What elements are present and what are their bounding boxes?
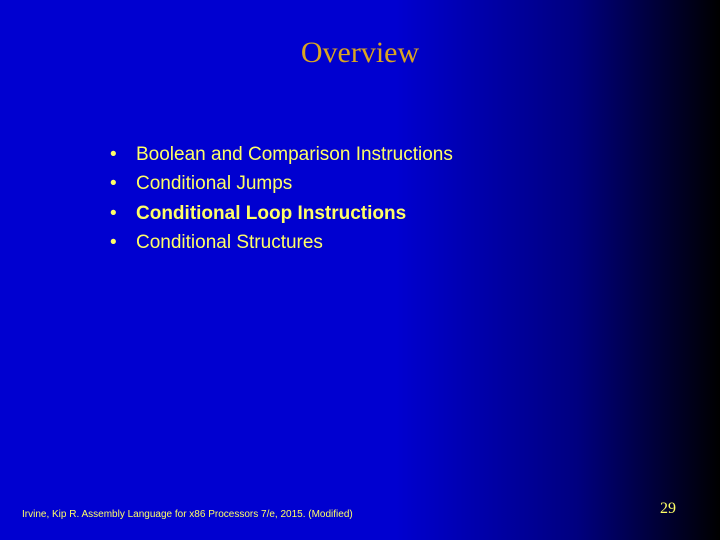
bullet-icon: • <box>110 169 136 198</box>
bullet-text: Conditional Jumps <box>136 173 292 194</box>
list-item: •Conditional Jumps <box>110 169 453 198</box>
footer-citation: Irvine, Kip R. Assembly Language for x86… <box>22 509 353 520</box>
bullet-icon: • <box>110 199 136 228</box>
bullet-text: Conditional Structures <box>136 232 323 253</box>
page-number: 29 <box>660 500 676 518</box>
bullet-list: •Boolean and Comparison Instructions •Co… <box>110 140 453 258</box>
list-item: •Boolean and Comparison Instructions <box>110 140 453 169</box>
bullet-icon: • <box>110 228 136 257</box>
slide-title: Overview <box>0 36 720 70</box>
list-item: •Conditional Structures <box>110 228 453 257</box>
bullet-text: Boolean and Comparison Instructions <box>136 144 453 165</box>
bullet-icon: • <box>110 140 136 169</box>
list-item: •Conditional Loop Instructions <box>110 199 453 228</box>
bullet-text: Conditional Loop Instructions <box>136 203 406 224</box>
slide: Overview •Boolean and Comparison Instruc… <box>0 0 720 540</box>
